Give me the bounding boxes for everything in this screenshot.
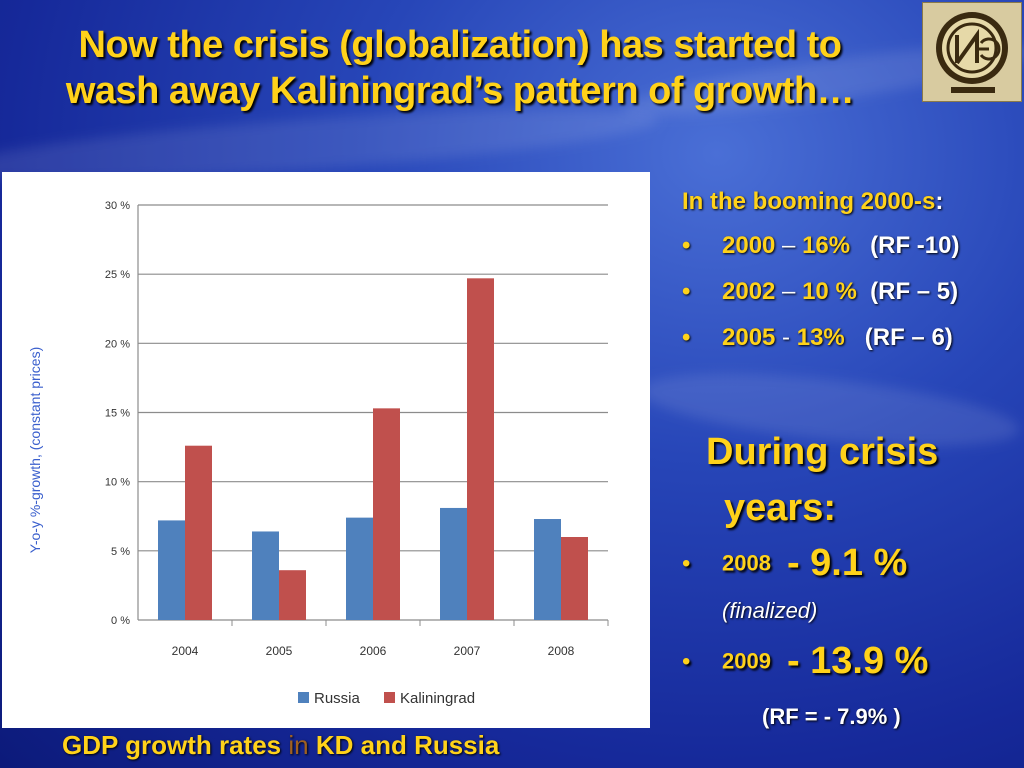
bar-kaliningrad-2004 [185,445,212,620]
y-tick-label: 10 % [105,477,130,489]
booming-heading: In the booming 2000-s: [682,188,1012,216]
crisis-heading: During crisis years: [706,424,938,536]
title-line-1: Now the crisis (globalization) has start… [78,24,842,66]
gdp-chart-panel: 0 % 5 % 10 % 15 % 20 % 25 % 30 % 2004 2005 2006 20… [2,172,650,728]
y-axis-label: Y-o-y %-growth, (constant prices) [27,347,43,553]
bar-russia-2006 [346,517,373,620]
bullet-value: 16% [802,232,851,259]
bullet-year: 2002 [722,278,776,305]
y-tick-label: 20 % [105,338,130,350]
crisis-heading-line-2: years: [724,487,836,529]
bar-kaliningrad-2008 [561,537,588,620]
y-tick-label: 15 % [105,408,130,420]
bullet-separator: - [775,324,797,351]
legend-swatch [384,692,395,703]
list-item: • 2009 - 13.9 % [682,640,928,683]
bullet-icon: • [682,324,691,351]
bullet-value: - 13.9 % [786,640,929,682]
x-tick-label: 2008 [548,644,575,658]
y-tick-label: 0 % [111,615,130,627]
institute-logo [922,2,1022,102]
gdp-growth-chart: 0 % 5 % 10 % 15 % 20 % 25 % 30 % 2004 2005 2006 20… [27,200,609,707]
list-item: • 2000 – 16% (RF -10) [682,232,959,260]
logo-emblem-icon [923,3,1021,101]
bullet-separator: – [775,232,803,259]
bar-russia-2004 [158,520,185,620]
bullet-year: 2000 [722,232,776,259]
bullet-year: 2008 [722,550,771,576]
y-tick-label: 5 % [111,546,130,558]
slide-title: Now the crisis (globalization) has start… [10,22,910,114]
rf-note-text: RF = - 7.9% [769,704,894,729]
legend-swatch [298,692,309,703]
chart-caption: GDP growth rates in KD and Russia [62,728,622,762]
bullet-rf: (RF – 5) [870,278,959,305]
legend-entry: Kaliningrad [400,690,475,707]
caption-part-1: GDP growth rates [62,730,282,760]
x-tick-label: 2004 [172,644,199,658]
x-tick-label: 2007 [454,644,481,658]
bar-kaliningrad-2006 [373,408,400,620]
bullet-rf: (RF -10) [870,232,960,259]
y-tick-label: 25 % [105,269,130,281]
bullet-value: - 9.1 % [786,542,908,584]
finalized-note-text: finalized [729,598,811,623]
bullet-icon: • [682,549,691,577]
crisis-heading-line-1: During crisis [706,431,939,473]
list-item: • 2008 - 9.1 % [682,542,907,585]
list-item: • 2005 - 13% (RF – 6) [682,324,953,352]
finalized-note: (finalized) [722,598,818,623]
booming-colon: : [935,188,944,215]
caption-part-3: KD and Russia [315,730,500,760]
bar-russia-2005 [252,531,279,620]
bullet-icon: • [682,647,691,675]
bar-russia-2007 [440,507,467,620]
bullet-year: 2005 [722,324,776,351]
bullet-separator: – [775,278,803,305]
list-item: • 2002 – 10 % (RF – 5) [682,278,958,306]
growth-summary: In the booming 2000-s: • 2000 – 16% (RF -… [682,188,1012,729]
bullet-year: 2009 [722,648,771,674]
y-tick-label: 30 % [105,200,130,212]
caption-part-2: in [288,730,309,760]
rf-note: (RF = - 7.9% ) [762,704,901,729]
bullet-icon: • [682,278,691,305]
bullet-value: 10 % [802,278,857,305]
bar-kaliningrad-2007 [467,278,494,620]
x-tick-label: 2005 [266,644,293,658]
legend-entry: Russia [314,690,361,707]
bullet-value: 13% [796,324,845,351]
bar-kaliningrad-2005 [279,570,306,620]
title-line-2: wash away Kaliningrad’s pattern of growt… [65,70,855,112]
x-tick-label: 2006 [360,644,387,658]
bar-russia-2008 [534,519,561,620]
bullet-rf: (RF – 6) [864,324,953,351]
booming-heading-text: In the booming 2000-s [682,188,936,215]
bullet-icon: • [682,232,691,259]
